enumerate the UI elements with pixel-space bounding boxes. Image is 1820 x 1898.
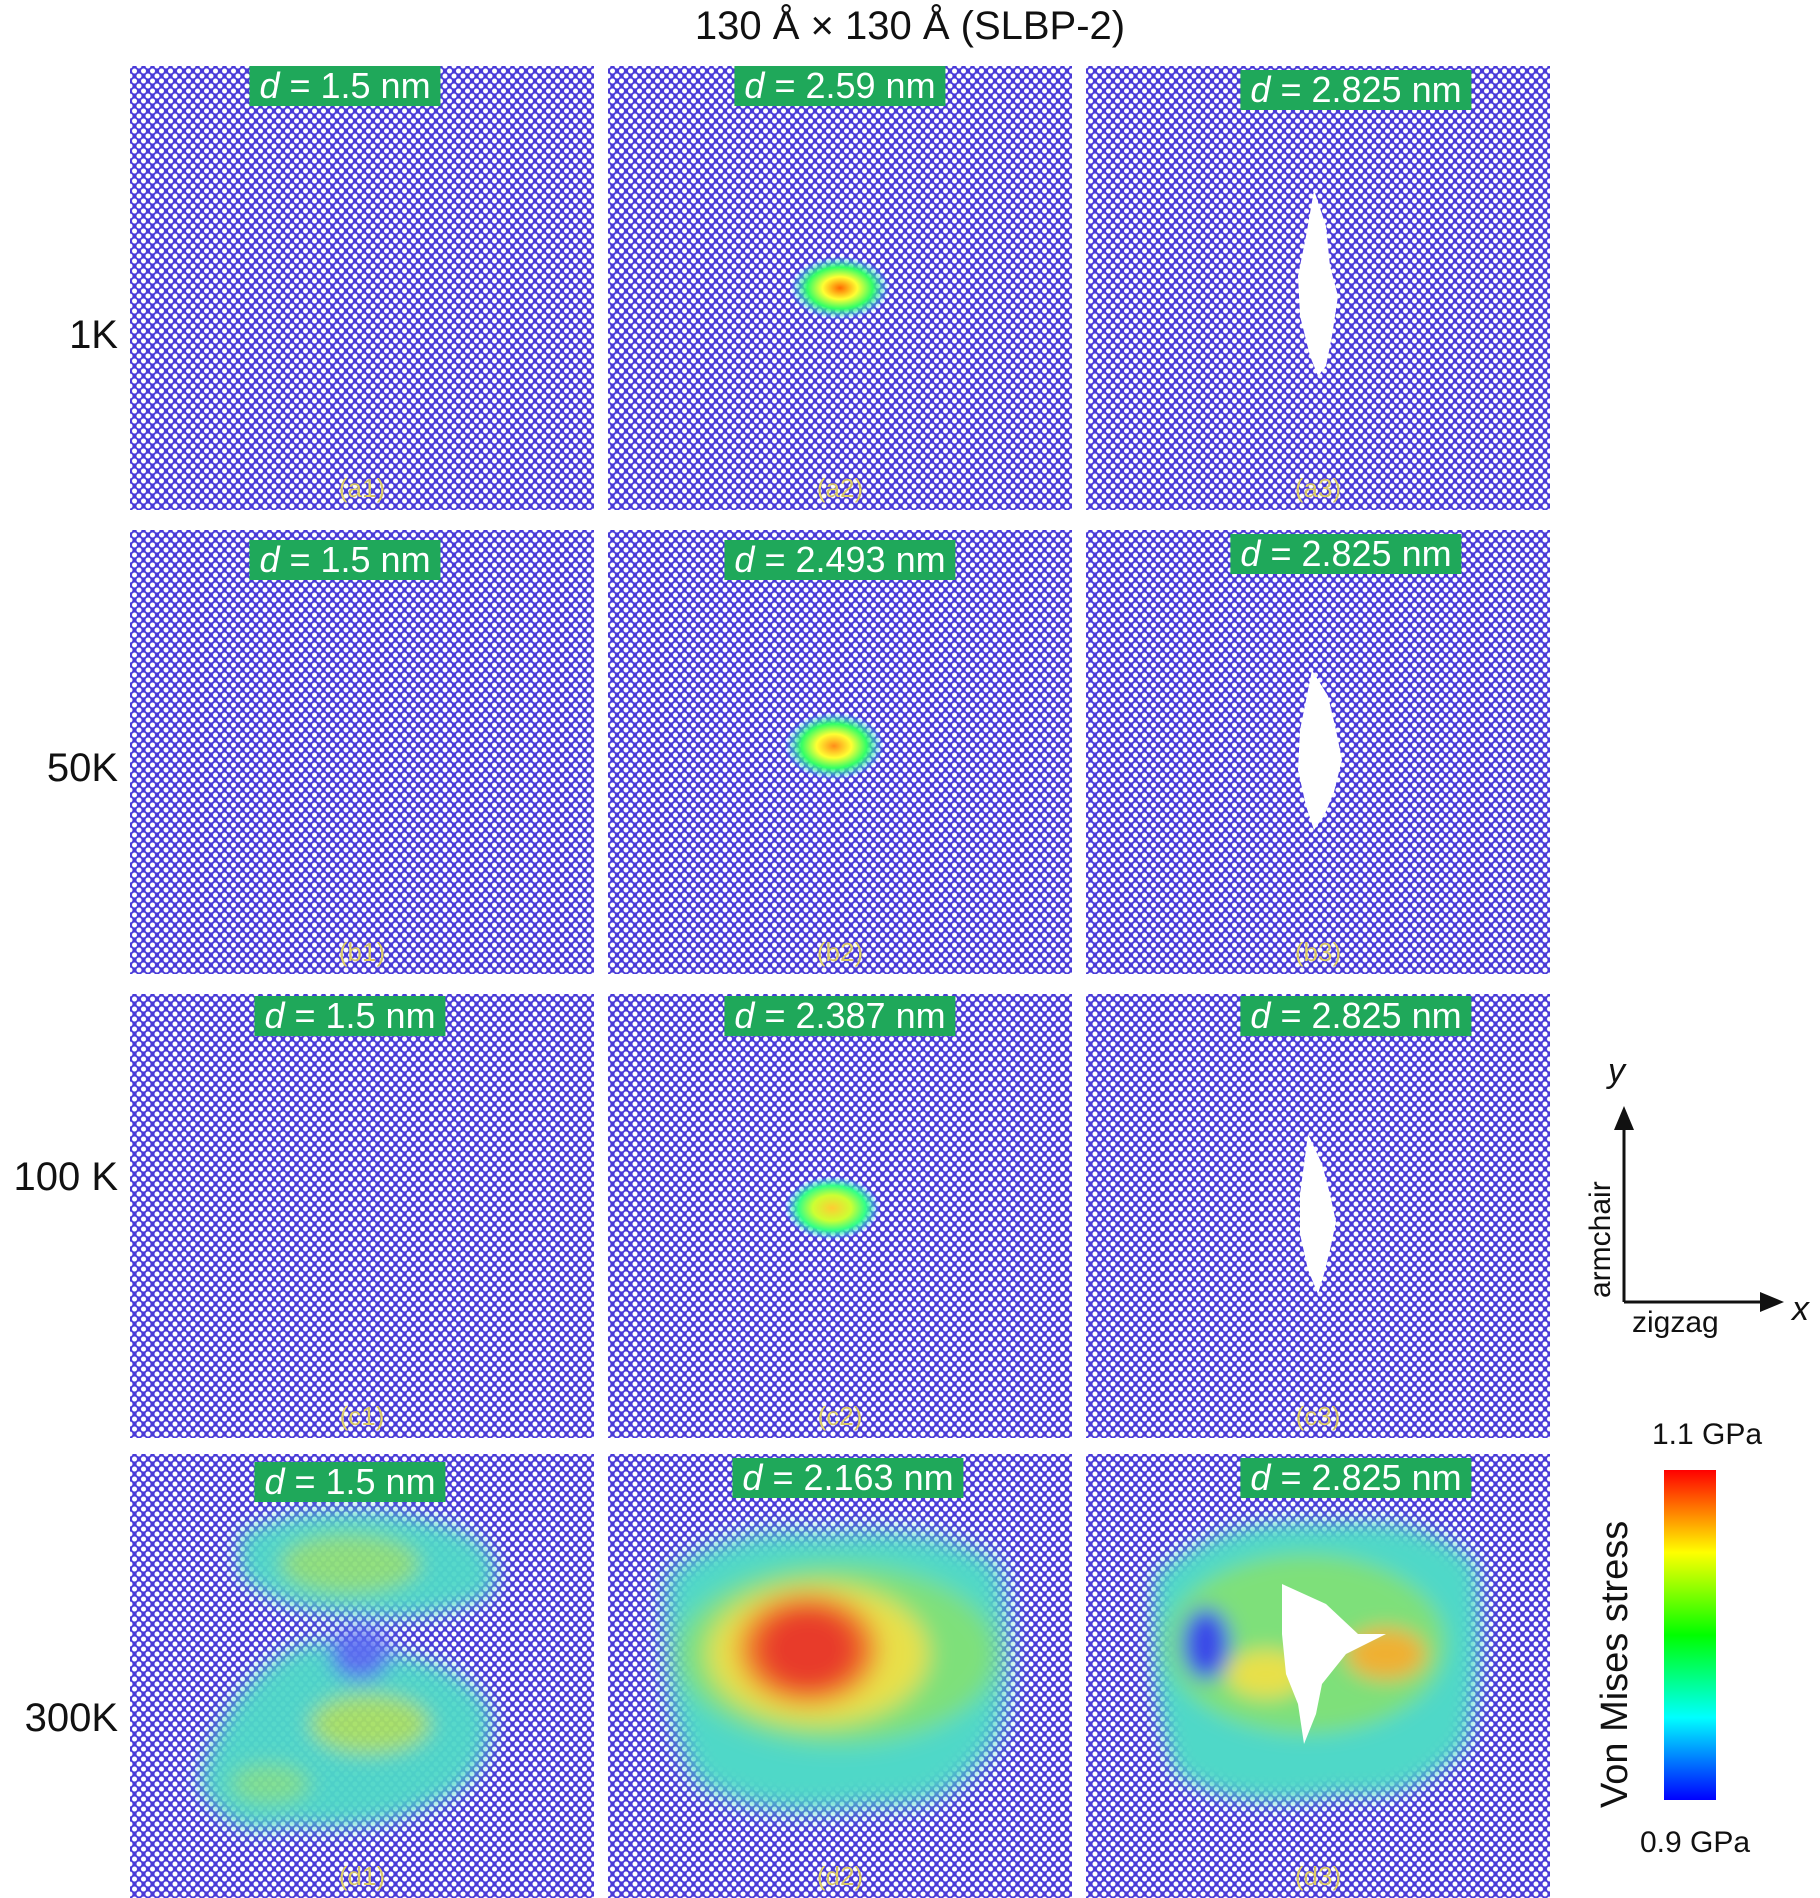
panel-c2: d = 2.387 nm (c2) xyxy=(608,994,1072,1438)
stress-overlay xyxy=(1153,1522,1480,1801)
panel-id: (c3) xyxy=(1295,1401,1341,1431)
d-badge: d = 1.5 nm xyxy=(249,66,441,106)
x-axis-var: x xyxy=(1792,1290,1809,1328)
stress-overlay xyxy=(790,256,890,320)
panel-b1: d = 1.5 nm (b1) xyxy=(130,530,594,974)
y-axis-var: y xyxy=(1608,1052,1625,1090)
panel-id: (d1) xyxy=(338,1861,386,1891)
panel-id: (b1) xyxy=(338,937,386,967)
d-badge: d = 1.5 nm xyxy=(249,540,441,580)
axis-indicator xyxy=(1614,1106,1784,1312)
panel-id: (a2) xyxy=(816,473,864,503)
d-badge: d = 2.825 nm xyxy=(1240,996,1472,1036)
panel-b2: d = 2.493 nm (b2) xyxy=(608,530,1072,974)
colorbar-title: Von Mises stress xyxy=(1594,1520,1636,1808)
d-badge: d = 2.387 nm xyxy=(724,996,956,1036)
panel-a3: d = 2.825 nm (a3) xyxy=(1086,66,1550,510)
d-badge: d = 2.825 nm xyxy=(1230,534,1462,574)
panel-id: (c1) xyxy=(339,1401,385,1431)
row-label-300k: 300K xyxy=(24,1696,118,1740)
panel-c1: d = 1.5 nm (c1) xyxy=(130,994,594,1438)
panel-id: (a3) xyxy=(1294,473,1342,503)
colorbar-min-label: 0.9 GPa xyxy=(1640,1826,1751,1859)
stress-overlay xyxy=(784,1176,880,1240)
panel-a1: d = 1.5 nm (a1) xyxy=(130,66,594,510)
d-badge: d = 2.825 nm xyxy=(1240,70,1472,110)
panel-d3: d = 2.825 nm (d3) xyxy=(1086,1454,1550,1898)
d-badge: d = 2.493 nm xyxy=(724,540,956,580)
x-axis-arrowhead-icon xyxy=(1760,1292,1784,1312)
stress-overlay xyxy=(666,1532,1008,1811)
stress-overlay xyxy=(200,1511,495,1829)
d-badge: d = 1.5 nm xyxy=(254,1462,446,1502)
row-label-100k: 100 K xyxy=(13,1155,118,1199)
panel-d1: d = 1.5 nm (d1) xyxy=(130,1454,594,1898)
row-label-50k: 50K xyxy=(46,746,118,790)
d-badge: d = 2.59 nm xyxy=(734,66,946,106)
panel-b3: d = 2.825 nm (b3) xyxy=(1086,530,1550,974)
panel-id: (b3) xyxy=(1294,937,1342,967)
d-badge: d = 1.5 nm xyxy=(254,996,446,1036)
stress-overlay xyxy=(784,712,884,780)
panel-d2: d = 2.163 nm (d2) xyxy=(608,1454,1072,1898)
row-label-1k: 1K xyxy=(69,313,118,357)
colorbar-max-label: 1.1 GPa xyxy=(1652,1418,1763,1451)
d-badge: d = 2.163 nm xyxy=(732,1458,964,1498)
y-axis-direction-label: armchair xyxy=(1584,1181,1617,1298)
crack-overlay xyxy=(1300,1134,1336,1294)
colorbar xyxy=(1664,1470,1716,1800)
crack-overlay xyxy=(1298,190,1338,376)
panel-id: (d2) xyxy=(816,1861,864,1891)
panel-a2: d = 2.59 nm (a2) xyxy=(608,66,1072,510)
panel-id: (a1) xyxy=(338,473,386,503)
panel-c3: d = 2.825 nm (c3) xyxy=(1086,994,1550,1438)
crack-overlay xyxy=(1298,670,1342,830)
panel-id: (d3) xyxy=(1294,1861,1342,1891)
panel-id: (c2) xyxy=(817,1401,863,1431)
figure-title: 130 Å × 130 Å (SLBP-2) xyxy=(694,4,1126,48)
colorbar-gradient xyxy=(1664,1470,1716,1800)
y-axis-arrowhead-icon xyxy=(1614,1106,1634,1130)
panel-id: (b2) xyxy=(816,937,864,967)
x-axis-direction-label: zigzag xyxy=(1632,1306,1719,1339)
d-badge: d = 2.825 nm xyxy=(1240,1458,1472,1498)
